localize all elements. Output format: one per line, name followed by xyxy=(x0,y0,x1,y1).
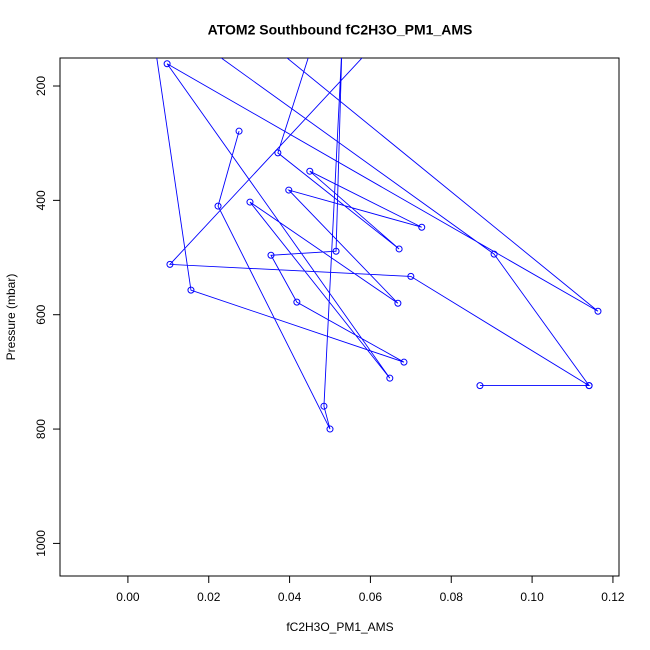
x-tick-label: 0.04 xyxy=(278,590,302,604)
data-point xyxy=(386,374,394,382)
y-tick-label: 800 xyxy=(34,419,48,439)
data-point xyxy=(285,186,293,194)
data-point xyxy=(326,425,334,433)
y-axis-label: Pressure (mbar) xyxy=(4,274,18,361)
data-point xyxy=(306,167,314,175)
data-point xyxy=(246,198,254,206)
data-point xyxy=(418,223,426,231)
data-point xyxy=(235,127,243,135)
data-point xyxy=(400,358,408,366)
y-tick-label: 600 xyxy=(34,304,48,324)
x-tick-label: 0.02 xyxy=(197,590,221,604)
data-point xyxy=(267,251,275,259)
x-tick-label: 0.06 xyxy=(359,590,383,604)
plot-frame xyxy=(59,57,620,577)
data-line xyxy=(156,58,599,430)
x-axis-label: fC2H3O_PM1_AMS xyxy=(286,620,393,634)
data-point xyxy=(394,299,402,307)
x-tick-label: 0.08 xyxy=(440,590,464,604)
data-point xyxy=(187,286,195,294)
y-tick-label: 1000 xyxy=(34,530,48,557)
chart-title: ATOM2 Southbound fC2H3O_PM1_AMS xyxy=(208,22,473,38)
data-point xyxy=(490,250,498,258)
data-point xyxy=(407,272,415,280)
x-tick-label: 0.10 xyxy=(520,590,544,604)
data-point xyxy=(476,382,484,390)
data-point xyxy=(594,307,602,315)
data-point xyxy=(293,298,301,306)
data-point xyxy=(163,60,171,68)
x-tick-label: 0.00 xyxy=(116,590,140,604)
data-point xyxy=(166,260,174,268)
x-tick-label: 0.12 xyxy=(601,590,625,604)
data-point xyxy=(585,382,593,390)
y-tick-label: 400 xyxy=(34,190,48,210)
data-point xyxy=(320,402,328,410)
data-point xyxy=(214,202,222,210)
data-point xyxy=(274,149,282,157)
y-tick-label: 200 xyxy=(34,76,48,96)
data-point xyxy=(395,245,403,253)
data-point xyxy=(332,247,340,255)
plot-area xyxy=(156,58,602,433)
